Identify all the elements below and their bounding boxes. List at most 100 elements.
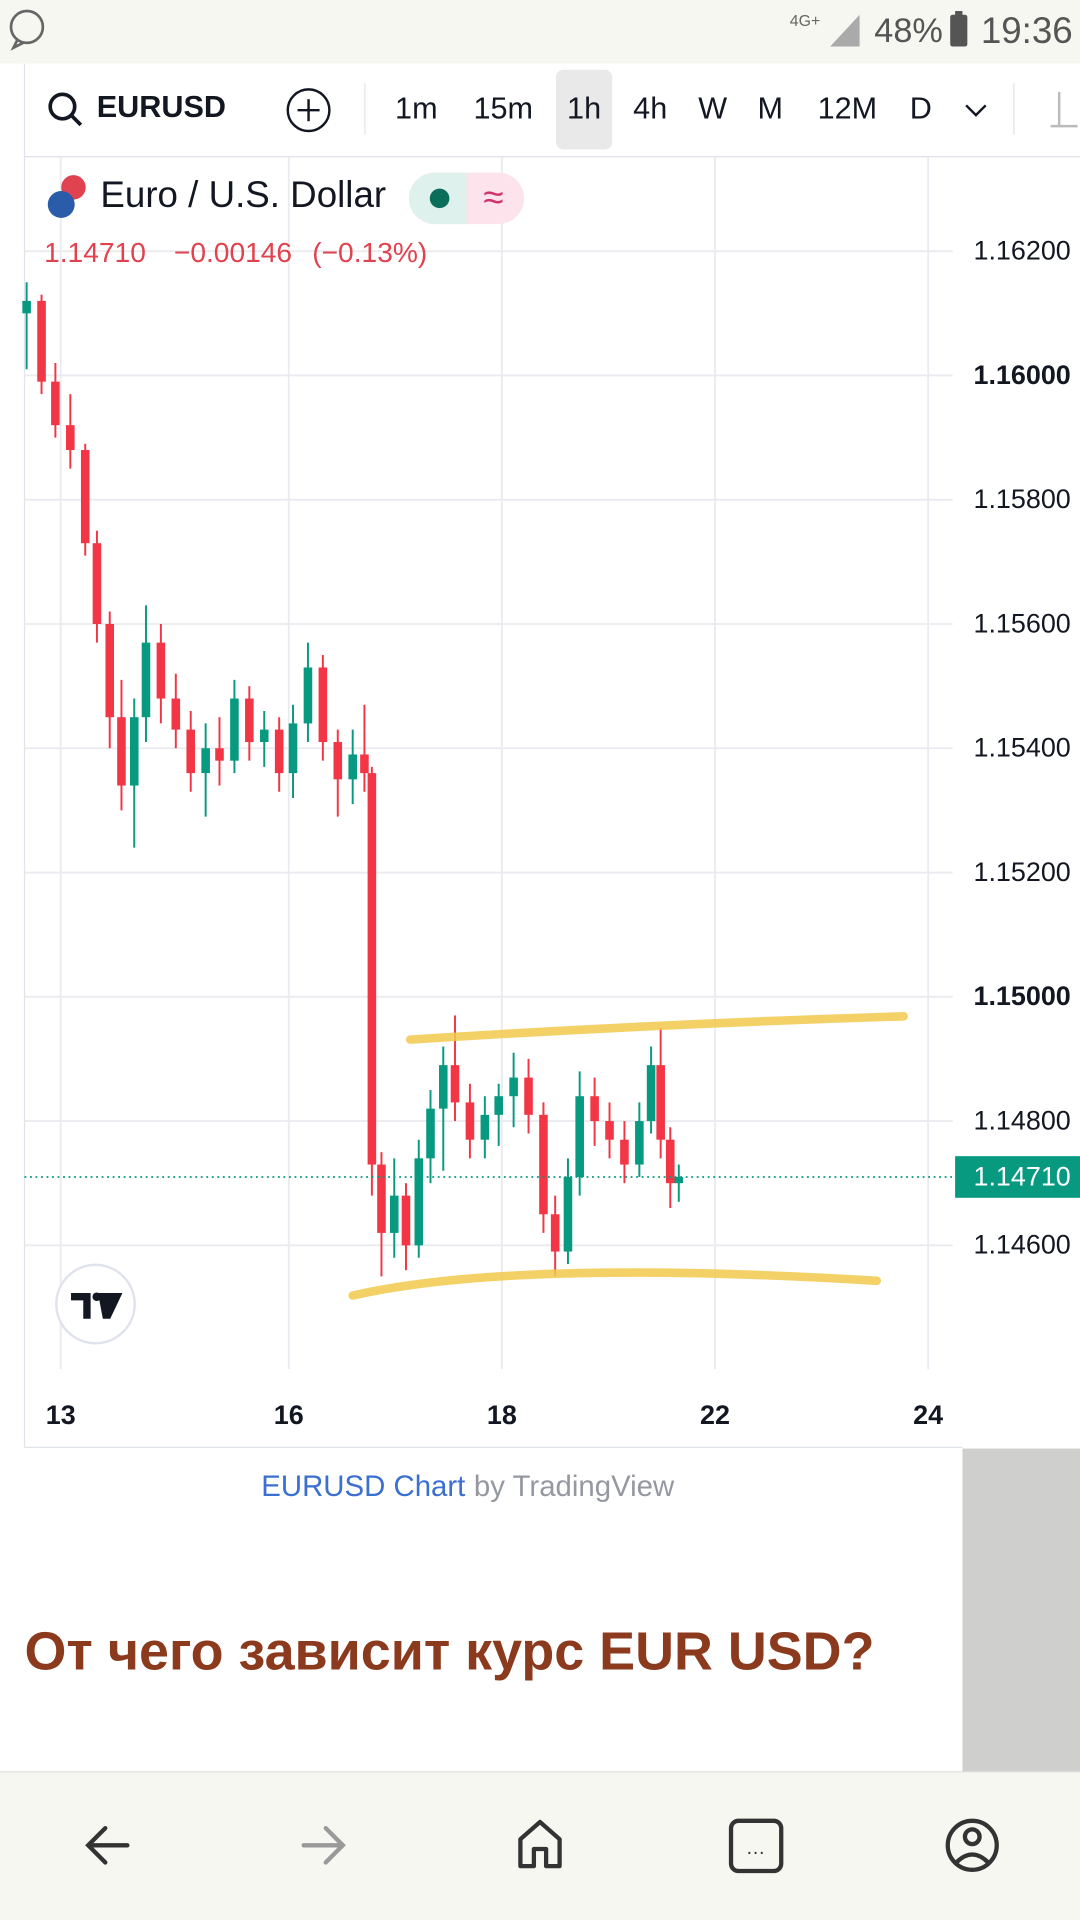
status-pill: ≈	[408, 172, 525, 225]
candle-body	[129, 717, 139, 786]
x-tick-label: 24	[913, 1400, 943, 1430]
candle-body	[674, 1176, 684, 1184]
x-tick-label: 22	[700, 1400, 730, 1430]
candle-body	[259, 729, 269, 743]
candle-body	[348, 754, 357, 780]
y-tick-label: 1.15600	[973, 608, 1070, 638]
interval-button[interactable]: 4h	[633, 91, 667, 125]
resistance-drawing	[405, 1012, 908, 1044]
candle-body	[563, 1176, 573, 1252]
interval-button[interactable]: 1h	[567, 91, 601, 125]
chart-credit: by TradingView	[474, 1470, 675, 1503]
candle-body	[665, 1139, 675, 1184]
x-tick-label: 13	[46, 1400, 76, 1430]
candle-body	[186, 729, 196, 774]
candle-body	[245, 698, 254, 743]
candle-body	[37, 300, 46, 382]
tabs-button[interactable]: …	[728, 1818, 784, 1874]
candle-body	[509, 1077, 518, 1097]
candle-body	[318, 667, 328, 743]
candle-body	[524, 1077, 533, 1115]
clock: 19:36	[981, 10, 1073, 51]
quote-price: 1.14710	[44, 237, 146, 268]
side-image	[962, 1448, 1080, 1772]
article-heading: От чего зависит курс EUR USD?	[24, 1622, 874, 1682]
candle-body	[389, 1195, 399, 1233]
back-button[interactable]	[85, 1826, 130, 1865]
interval-button[interactable]: M	[757, 91, 783, 125]
candle-body	[141, 642, 151, 718]
toolbar	[24, 63, 1080, 157]
forward-button[interactable]	[301, 1826, 346, 1865]
interval-button[interactable]: D	[910, 91, 932, 125]
candle-body	[426, 1108, 435, 1159]
candle-body	[92, 543, 102, 624]
battery-icon	[950, 11, 968, 47]
candle-body	[22, 300, 31, 314]
candle-body	[377, 1164, 386, 1233]
candle-body	[105, 623, 115, 718]
candle-body	[201, 748, 210, 774]
last-price-label: 1.14710	[973, 1161, 1070, 1191]
profile-button[interactable]	[945, 1818, 999, 1872]
svg-text:≈: ≈	[483, 176, 503, 217]
candle-body	[635, 1121, 644, 1165]
candle-body	[438, 1065, 448, 1109]
quote-change-percent: (−0.13%)	[312, 237, 427, 268]
last-price-tag	[955, 1156, 1080, 1198]
quote: 1.14710 −0.00146 (−0.13%)	[44, 237, 427, 268]
support-drawing	[348, 1268, 882, 1300]
chart-attribution: EURUSD Chart by TradingView	[261, 1470, 675, 1503]
candle-body	[480, 1114, 490, 1140]
y-tick-label: 1.15800	[973, 484, 1070, 514]
candle-body	[575, 1096, 584, 1177]
candle-body	[51, 381, 60, 426]
candle-body	[605, 1121, 614, 1140]
candle-body	[550, 1214, 560, 1252]
interval-button[interactable]: W	[698, 91, 727, 125]
interval-button[interactable]: 1m	[395, 91, 438, 125]
candles	[22, 282, 684, 1277]
candle-body	[539, 1114, 548, 1215]
y-tick-label: 1.15200	[973, 857, 1070, 887]
candle-body	[620, 1139, 629, 1165]
candle-body	[450, 1065, 460, 1103]
status-bar	[0, 0, 1080, 64]
candle-body	[656, 1065, 665, 1140]
candle-body	[303, 667, 313, 724]
tradingview-logo[interactable]	[55, 1263, 136, 1345]
search-icon[interactable]	[48, 92, 83, 127]
grid	[24, 156, 953, 1369]
y-tick-label: 1.16000	[973, 360, 1070, 390]
add-symbol-button[interactable]	[286, 88, 331, 133]
candle-body	[80, 450, 90, 544]
interval-dropdown[interactable]	[965, 104, 987, 117]
candle-body	[465, 1102, 475, 1140]
battery-level: 48%	[874, 12, 943, 50]
drawing-tool-icon[interactable]	[1050, 91, 1078, 128]
candle-body	[646, 1065, 656, 1122]
y-tick-label: 1.16200	[973, 236, 1070, 266]
chart-link[interactable]: EURUSD Chart	[261, 1470, 465, 1503]
candle-body	[367, 773, 377, 1165]
candle-body	[288, 723, 298, 774]
x-tick-label: 18	[487, 1400, 517, 1430]
candle-body	[590, 1096, 599, 1122]
y-tick-label: 1.15000	[973, 981, 1070, 1011]
interval-button[interactable]: 15m	[473, 91, 533, 125]
candle-body	[333, 742, 343, 780]
interval-button[interactable]: 12M	[818, 91, 878, 125]
x-tick-label: 16	[274, 1400, 304, 1430]
candle-body	[230, 698, 239, 761]
nav-bar	[0, 1771, 1080, 1920]
viber-icon	[9, 9, 45, 51]
candle-body	[171, 698, 181, 730]
quote-change: −0.00146	[174, 237, 292, 268]
home-button[interactable]	[518, 1819, 562, 1869]
candle-body	[360, 754, 369, 774]
candle-body	[414, 1158, 424, 1246]
candle-body	[494, 1096, 503, 1115]
symbol[interactable]: EURUSD	[97, 90, 226, 124]
